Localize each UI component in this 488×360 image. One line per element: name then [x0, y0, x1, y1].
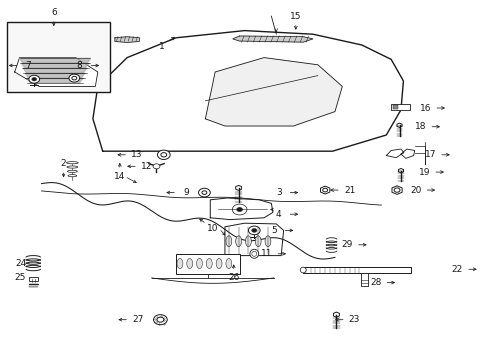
Bar [390, 104, 409, 110]
Text: 8: 8 [77, 61, 82, 70]
Text: 25: 25 [15, 274, 26, 282]
Text: 22: 22 [450, 265, 462, 274]
Circle shape [251, 229, 256, 232]
Polygon shape [20, 58, 90, 63]
Text: 5: 5 [270, 226, 276, 235]
Text: 4: 4 [275, 210, 281, 219]
Text: 27: 27 [132, 315, 143, 324]
Ellipse shape [196, 258, 202, 269]
Text: 13: 13 [131, 150, 142, 159]
Polygon shape [224, 223, 283, 256]
Circle shape [69, 74, 80, 82]
Polygon shape [15, 58, 98, 86]
Text: 29: 29 [341, 240, 352, 249]
Polygon shape [235, 185, 241, 190]
Ellipse shape [225, 236, 231, 247]
Text: 6: 6 [51, 8, 57, 17]
Polygon shape [115, 37, 139, 42]
Ellipse shape [186, 258, 192, 269]
Ellipse shape [216, 258, 222, 269]
Polygon shape [232, 36, 312, 42]
Bar [7, 22, 110, 92]
Text: 26: 26 [227, 274, 239, 282]
Text: 7: 7 [25, 61, 31, 70]
Polygon shape [398, 168, 403, 173]
Polygon shape [396, 123, 401, 127]
Text: 1: 1 [158, 42, 164, 51]
Bar [360, 273, 367, 286]
Circle shape [198, 188, 210, 197]
Ellipse shape [225, 258, 231, 269]
Ellipse shape [235, 236, 241, 247]
Ellipse shape [67, 166, 78, 168]
Text: 14: 14 [114, 172, 125, 181]
Circle shape [236, 207, 242, 212]
Text: 20: 20 [409, 186, 421, 194]
Polygon shape [386, 149, 403, 158]
Ellipse shape [66, 162, 78, 164]
Text: 16: 16 [419, 104, 430, 112]
Text: 10: 10 [206, 224, 218, 233]
Polygon shape [23, 68, 86, 73]
Polygon shape [93, 31, 403, 151]
Polygon shape [210, 198, 272, 220]
Text: 3: 3 [275, 188, 281, 197]
Bar [303, 267, 410, 273]
Text: 18: 18 [414, 122, 426, 131]
Text: 15: 15 [289, 12, 301, 21]
Text: 9: 9 [183, 188, 188, 197]
Polygon shape [21, 63, 88, 68]
Polygon shape [320, 186, 329, 194]
Text: 28: 28 [369, 278, 381, 287]
Text: 12: 12 [141, 162, 152, 171]
Ellipse shape [177, 258, 183, 269]
Bar [176, 254, 239, 274]
Ellipse shape [68, 175, 77, 177]
Text: 19: 19 [418, 167, 429, 176]
Ellipse shape [300, 267, 305, 273]
Ellipse shape [245, 236, 251, 247]
Polygon shape [27, 78, 82, 83]
Text: 24: 24 [15, 259, 26, 268]
Circle shape [29, 75, 40, 83]
Polygon shape [333, 312, 339, 317]
Bar [29, 277, 38, 281]
Text: 23: 23 [348, 315, 360, 324]
Ellipse shape [264, 236, 270, 247]
Ellipse shape [249, 249, 258, 258]
Polygon shape [205, 58, 342, 126]
Text: 11: 11 [260, 249, 272, 258]
Bar [392, 105, 397, 109]
Text: 21: 21 [343, 186, 355, 194]
Text: 17: 17 [424, 150, 435, 159]
Circle shape [153, 315, 167, 325]
Text: 2: 2 [61, 159, 66, 168]
Ellipse shape [206, 258, 212, 269]
Polygon shape [25, 73, 84, 78]
Ellipse shape [255, 236, 261, 247]
Polygon shape [400, 149, 414, 158]
Polygon shape [391, 186, 401, 194]
Circle shape [248, 226, 260, 235]
Circle shape [32, 77, 37, 81]
Circle shape [157, 150, 170, 159]
Circle shape [153, 164, 160, 169]
Ellipse shape [67, 170, 77, 172]
